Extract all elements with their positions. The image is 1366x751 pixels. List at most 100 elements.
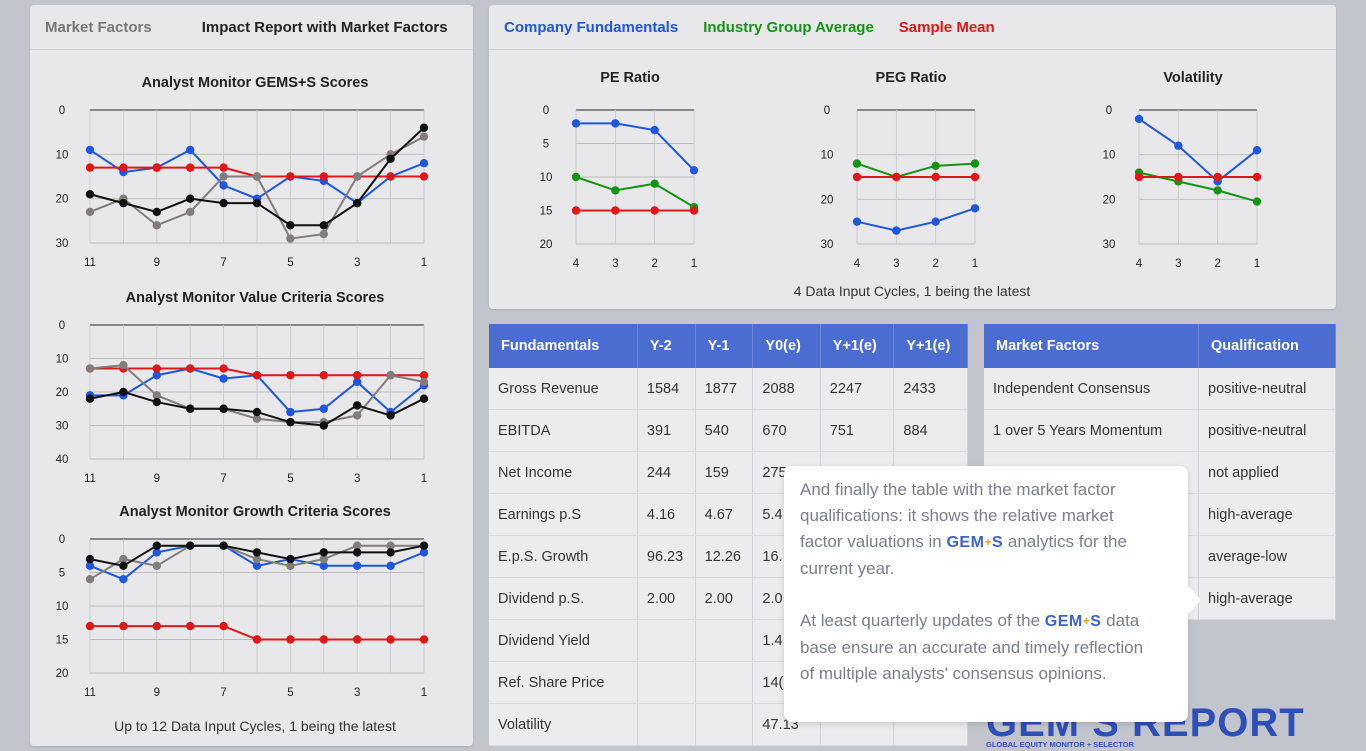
data-point[interactable] [852,159,862,168]
data-point[interactable] [252,198,262,208]
data-point[interactable] [186,145,195,155]
data-point[interactable] [286,172,295,181]
data-point[interactable] [119,163,128,172]
data-point[interactable] [353,411,362,420]
data-point[interactable] [119,198,128,208]
data-point[interactable] [419,548,429,557]
col-fundamentals[interactable]: Fundamentals [489,324,638,368]
data-point[interactable] [252,635,262,644]
legend-sample-mean[interactable]: Sample Mean [898,18,995,36]
data-point[interactable] [1252,146,1262,155]
data-point[interactable] [219,364,228,373]
data-point[interactable] [85,207,95,217]
data-point[interactable] [85,145,95,155]
data-point[interactable] [219,163,228,172]
data-point[interactable] [1174,172,1183,182]
data-point[interactable] [85,621,95,631]
data-point[interactable] [219,374,228,383]
data-point[interactable] [85,364,95,373]
data-point[interactable] [852,217,862,226]
data-point[interactable] [252,554,262,564]
col-y-plus-1[interactable]: Y+1(e) [820,324,895,368]
data-point[interactable] [386,635,395,644]
data-point[interactable] [386,541,395,550]
col-y-minus-2[interactable]: Y-2 [637,324,696,368]
data-point[interactable] [611,119,620,128]
data-point[interactable] [1252,197,1262,206]
data-point[interactable] [1174,141,1183,150]
legend-industry-group-average[interactable]: Industry Group Average [703,18,874,36]
data-point[interactable] [286,635,295,644]
data-point[interactable] [152,221,161,230]
data-point[interactable] [252,414,262,423]
data-point[interactable] [571,119,581,128]
data-point[interactable] [353,401,362,410]
data-point[interactable] [85,575,95,584]
data-point[interactable] [386,548,395,557]
data-point[interactable] [152,163,161,172]
data-point[interactable] [319,172,328,181]
data-point[interactable] [219,181,228,190]
data-point[interactable] [419,172,429,181]
data-point[interactable] [650,125,659,135]
data-point[interactable] [319,561,328,570]
data-point[interactable] [386,154,395,163]
data-point[interactable] [186,163,195,172]
data-point[interactable] [152,561,161,570]
data-point[interactable] [286,554,295,564]
data-point[interactable] [1134,114,1144,124]
data-point[interactable] [319,421,328,430]
data-point[interactable] [319,554,328,564]
data-point[interactable] [689,206,699,215]
data-point[interactable] [119,621,128,631]
data-point[interactable] [186,364,195,373]
data-point[interactable] [1213,172,1222,182]
data-point[interactable] [152,621,161,631]
col-y0[interactable]: Y0(e) [752,324,821,368]
tab-market-factors[interactable]: Market Factors [45,18,152,36]
data-point[interactable] [286,407,295,417]
table-row[interactable]: Gross Revenue 1584 1877 2088 2247 2433 [489,368,968,410]
data-point[interactable] [286,234,295,243]
data-point[interactable] [419,123,429,132]
data-point[interactable] [252,407,262,417]
data-point[interactable] [219,198,228,208]
data-point[interactable] [119,561,128,570]
data-point[interactable] [286,561,295,570]
data-point[interactable] [419,377,429,387]
data-point[interactable] [353,371,362,380]
data-point[interactable] [419,371,429,380]
data-point[interactable] [85,554,95,564]
data-point[interactable] [852,172,862,182]
data-point[interactable] [353,635,362,644]
data-point[interactable] [85,561,95,570]
data-point[interactable] [650,179,659,188]
data-point[interactable] [1213,186,1222,195]
data-point[interactable] [931,172,940,182]
data-point[interactable] [85,163,95,172]
data-point[interactable] [970,204,980,213]
data-point[interactable] [611,206,620,215]
data-point[interactable] [252,172,262,181]
table-row[interactable]: 1 over 5 Years Momentum positive-neutral [984,409,1336,452]
data-point[interactable] [353,548,362,557]
col-market-factors[interactable]: Market Factors [984,324,1199,368]
data-point[interactable] [689,166,699,175]
data-point[interactable] [386,371,395,380]
data-point[interactable] [186,541,195,550]
legend-company-fundamentals[interactable]: Company Fundamentals [504,18,679,36]
data-point[interactable] [152,541,161,550]
data-point[interactable] [286,371,295,380]
data-point[interactable] [1252,172,1262,182]
data-point[interactable] [286,417,295,427]
data-point[interactable] [353,377,362,387]
tab-impact-report[interactable]: Impact Report with Market Factors [201,18,448,36]
data-point[interactable] [353,541,362,550]
data-point[interactable] [931,217,940,226]
data-point[interactable] [970,159,980,168]
data-point[interactable] [353,561,362,570]
data-point[interactable] [152,207,161,217]
data-point[interactable] [219,621,228,631]
data-point[interactable] [319,371,328,380]
data-point[interactable] [386,172,395,181]
